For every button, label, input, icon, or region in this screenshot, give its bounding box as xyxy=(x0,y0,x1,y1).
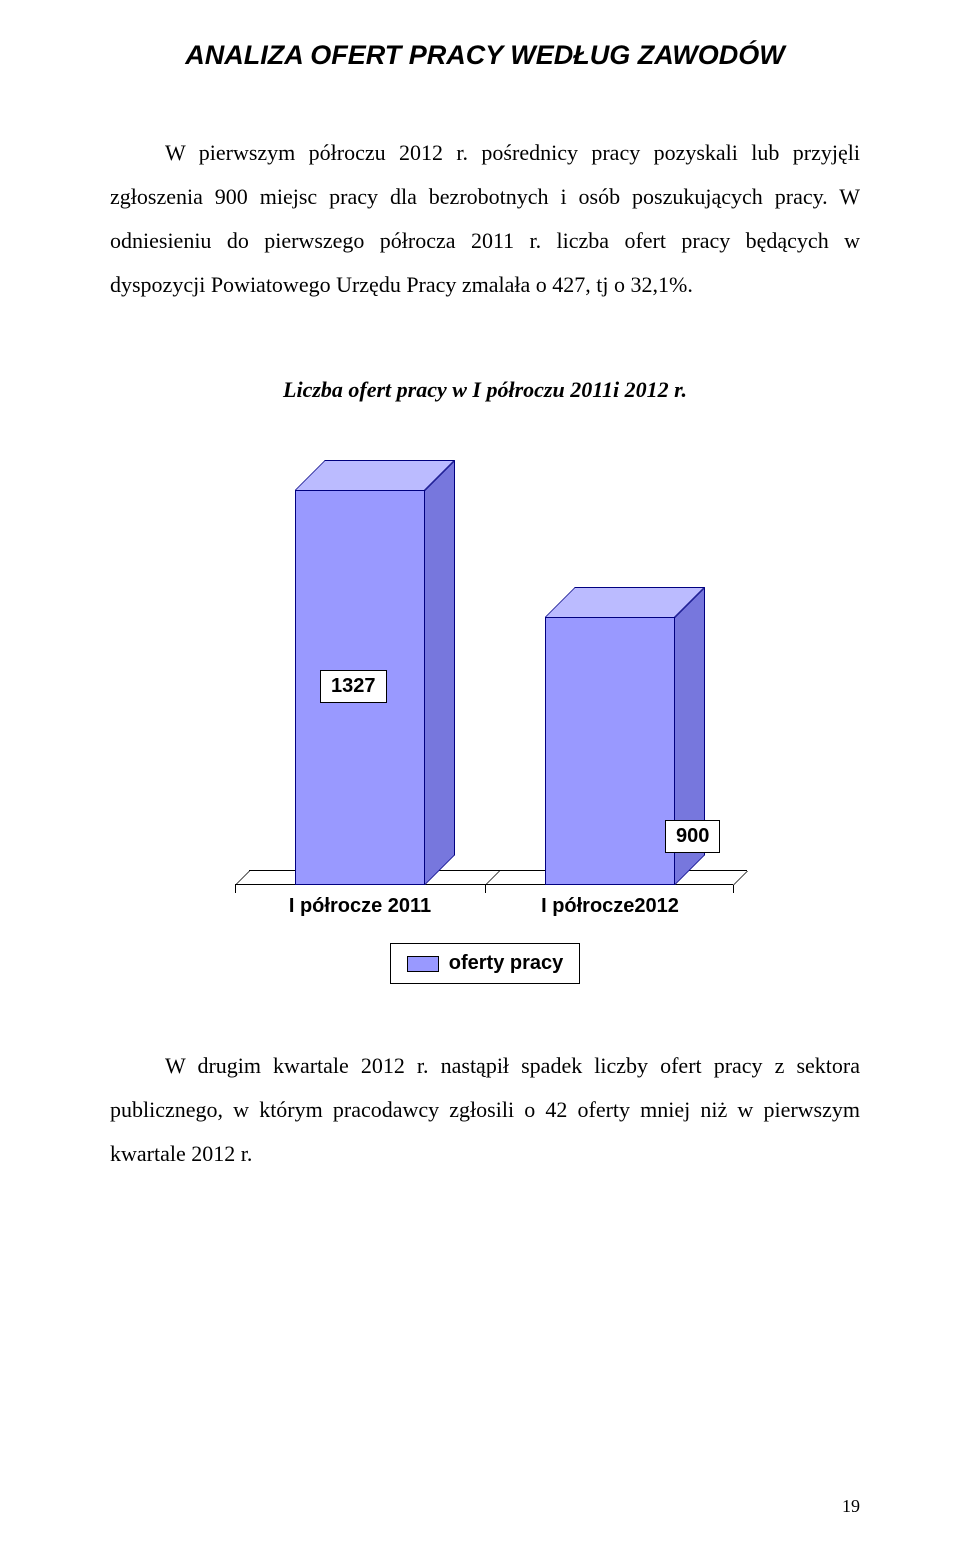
legend-label: oferty pracy xyxy=(449,952,564,975)
legend-swatch xyxy=(407,956,439,972)
bar-chart: 1327 900 I półrocze 2011 I półrocze2012 o… xyxy=(235,463,735,984)
x-axis-label: I półrocze 2011 xyxy=(235,895,485,918)
chart-legend: oferty pracy xyxy=(390,943,580,984)
body-paragraph: W drugim kwartale 2012 r. nastąpił spade… xyxy=(110,1044,860,1176)
bar-value-label: 900 xyxy=(665,820,720,853)
intro-paragraph: W pierwszym półroczu 2012 r. pośrednicy … xyxy=(110,131,860,307)
page-title: ANALIZA OFERT PRACY WEDŁUG ZAWODÓW xyxy=(110,40,860,71)
chart-title: Liczba ofert pracy w I półroczu 2011i 20… xyxy=(110,377,860,403)
x-axis-label: I półrocze2012 xyxy=(485,895,735,918)
page-number: 19 xyxy=(842,1496,860,1517)
bar-value-label: 1327 xyxy=(320,670,387,703)
